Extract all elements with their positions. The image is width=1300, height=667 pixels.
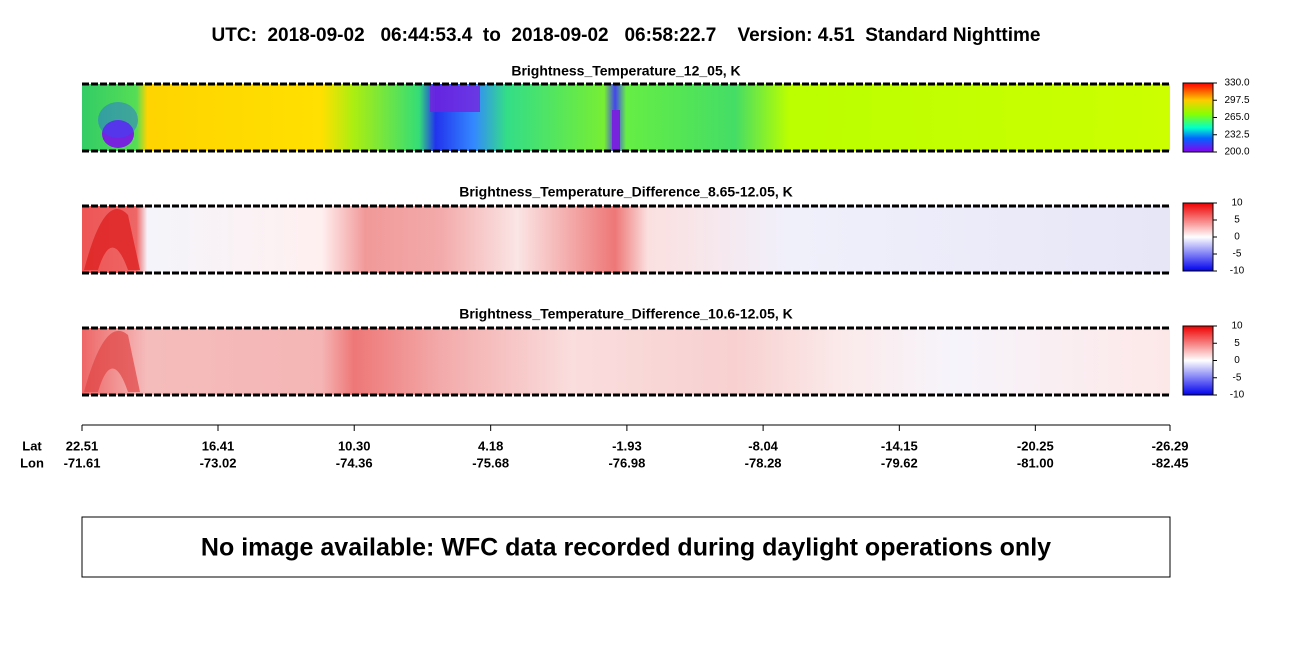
colorbar	[1182, 325, 1214, 396]
panel-title: Brightness_Temperature_12_05, K	[511, 63, 740, 79]
colorbar-tick-label: 0	[1234, 232, 1240, 243]
colorbar-tick-label: 232.5	[1224, 129, 1249, 140]
panel-title: Brightness_Temperature_Difference_8.65-1…	[459, 184, 793, 200]
colorbar-tick-label: 10	[1231, 198, 1243, 209]
lat-tick-label: -1.93	[612, 438, 642, 453]
swath-edge	[82, 82, 1170, 397]
lat-tick-label: 22.51	[66, 438, 99, 453]
panel-title: Brightness_Temperature_Difference_10.6-1…	[459, 306, 793, 322]
lon-tick-label: -71.61	[64, 455, 101, 470]
lon-tick-label: -74.36	[336, 455, 373, 470]
colorbar-tick-label: 5	[1234, 338, 1240, 349]
lon-tick-label: -81.00	[1017, 455, 1054, 470]
lon-tick-label: -82.45	[1152, 455, 1189, 470]
colorbar-tick-label: -5	[1233, 249, 1242, 260]
lat-tick-label: 10.30	[338, 438, 371, 453]
colorbar	[1182, 202, 1214, 272]
colorbar-tick-label: 330.0	[1224, 78, 1249, 89]
colorbar-tick-label: -5	[1233, 372, 1242, 383]
colorbar-tick-label: 10	[1231, 321, 1243, 332]
colorbar-tick-label: 0	[1234, 355, 1240, 366]
colorbar-tick-label: 5	[1234, 215, 1240, 226]
lat-tick-label: 4.18	[478, 438, 503, 453]
lat-tick-label: -8.04	[748, 438, 778, 453]
lon-tick-label: -78.28	[745, 455, 782, 470]
lat-tick-label: -20.25	[1017, 438, 1054, 453]
lon-label: Lon	[20, 455, 44, 470]
colorbar-tick-label: 200.0	[1224, 147, 1249, 158]
panel-image	[82, 84, 1170, 395]
lon-tick-label: -73.02	[200, 455, 237, 470]
lat-label: Lat	[22, 438, 42, 453]
lat-tick-label: -26.29	[1152, 438, 1189, 453]
colorbar-tick-label: 297.5	[1224, 95, 1249, 106]
lat-tick-label: 16.41	[202, 438, 235, 453]
colorbar-tick-label: -10	[1230, 266, 1245, 277]
colorbar-tick-label: -10	[1230, 390, 1245, 401]
lon-tick-label: -79.62	[881, 455, 918, 470]
message-box	[81, 516, 1171, 578]
message: No image available: WFC data recorded du…	[201, 534, 1051, 562]
lon-tick-label: -76.98	[608, 455, 645, 470]
figure-title: UTC: 2018-09-02 06:44:53.4 to 2018-09-02…	[212, 25, 1041, 46]
colorbar	[1182, 82, 1214, 153]
colorbar-tick-label: 265.0	[1224, 112, 1249, 123]
lat-tick-label: -14.15	[881, 438, 918, 453]
lon-tick-label: -75.68	[472, 455, 509, 470]
